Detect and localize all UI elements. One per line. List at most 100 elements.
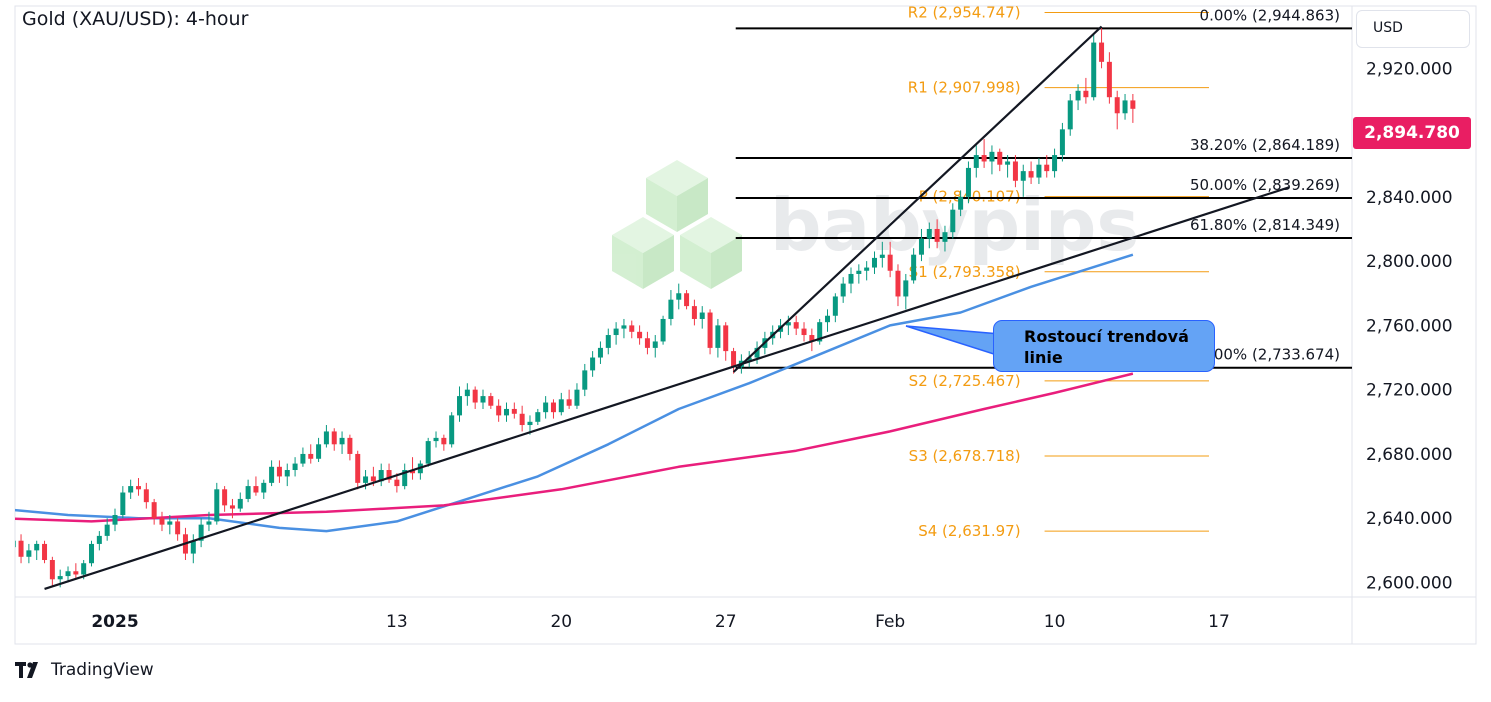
candle-body	[574, 390, 579, 406]
candles	[0, 28, 1135, 587]
candle-body	[880, 255, 885, 258]
candle-body	[1115, 97, 1120, 113]
candle-body	[684, 293, 689, 306]
candle-body	[661, 319, 666, 341]
candle-body	[520, 414, 525, 425]
candle-body	[73, 571, 78, 574]
candle-body	[700, 313, 705, 319]
time-axis-tick-label: 20	[550, 612, 572, 632]
chart-pane-border	[15, 6, 1476, 644]
candle-body	[457, 396, 462, 415]
candle-body	[606, 335, 611, 348]
time-axis-tick-label: Feb	[875, 612, 905, 632]
candle-body	[864, 268, 869, 271]
candle-body	[465, 390, 470, 396]
candle-body	[1029, 171, 1034, 177]
candle-body	[1021, 171, 1026, 181]
candle-body	[629, 325, 634, 331]
tradingview-logo[interactable]: TradingView	[15, 660, 154, 680]
candle-body	[974, 155, 979, 168]
candle-body	[324, 431, 329, 444]
candle-body	[34, 544, 39, 550]
candle-body	[340, 438, 345, 444]
candle-body	[872, 258, 877, 268]
candle-body	[637, 332, 642, 338]
candle-body	[394, 480, 399, 486]
babypips-watermark: babypips	[612, 160, 1139, 289]
candle-body	[1005, 161, 1010, 164]
candle-body	[535, 412, 540, 422]
candle-body	[434, 438, 439, 441]
candle-body	[1083, 91, 1088, 97]
currency-button[interactable]: USD	[1356, 10, 1470, 48]
candle-body	[19, 541, 24, 557]
pivot-label: S1 (2,793.358)	[909, 263, 1021, 281]
candle-body	[42, 544, 47, 560]
candle-body	[527, 422, 532, 425]
candle-body	[935, 229, 940, 242]
candle-body	[559, 399, 564, 412]
time-axis-tick-label: 17	[1208, 612, 1230, 632]
candle-body	[794, 322, 799, 328]
pivot-levels: R2 (2,954.747)R1 (2,907.998)P (2,840.107…	[908, 3, 1209, 540]
candle-body	[144, 489, 149, 502]
candle-body	[120, 493, 125, 515]
candle-body	[293, 464, 298, 470]
pivot-label: R2 (2,954.747)	[908, 3, 1021, 21]
price-axis-tick-label: 2,760.000	[1366, 316, 1453, 336]
candle-body	[723, 325, 728, 351]
candle-body	[950, 210, 955, 232]
candle-body	[473, 390, 478, 403]
candle-body	[982, 155, 987, 161]
candle-body	[81, 563, 86, 574]
candle-body	[1036, 165, 1041, 178]
candle-body	[645, 338, 650, 348]
candle-body	[598, 348, 603, 358]
candle-body	[113, 515, 118, 525]
candle-body	[58, 576, 63, 579]
candle-body	[3, 531, 8, 547]
candle-body	[1076, 91, 1081, 101]
candle-body	[26, 550, 31, 556]
price-axis-tick-label: 2,680.000	[1366, 445, 1453, 465]
candle-body	[1091, 43, 1096, 98]
current-price-badge: 2,894.780	[1353, 117, 1471, 149]
candle-body	[668, 300, 673, 319]
candle-body	[895, 271, 900, 297]
time-axis-tick-label: 2025	[91, 612, 138, 632]
time-axis-tick-label: 13	[386, 612, 408, 632]
candle-body	[371, 476, 376, 481]
candle-body	[191, 541, 196, 554]
candle-body	[504, 409, 509, 415]
pivot-label: S2 (2,725.467)	[909, 372, 1021, 390]
candle-body	[89, 544, 94, 563]
candle-body	[261, 483, 266, 493]
candle-body	[543, 403, 548, 413]
candle-body	[50, 560, 55, 579]
callout-text: Rostoucí trendová linie	[1024, 326, 1209, 368]
candle-body	[230, 505, 235, 508]
candle-body	[1060, 129, 1065, 155]
trendlines	[45, 26, 1290, 588]
candle-body	[958, 197, 963, 210]
candle-body	[903, 280, 908, 296]
candle-body	[567, 399, 572, 405]
callout-pointer	[906, 326, 1000, 356]
candle-body	[285, 470, 290, 476]
moving-average-line	[0, 255, 1133, 531]
candle-body	[614, 329, 619, 335]
candle-body	[355, 454, 360, 483]
candle-body	[692, 306, 697, 319]
tradingview-logo-icon	[15, 662, 45, 678]
candle-body	[206, 521, 211, 524]
candle-body	[653, 341, 658, 347]
candle-body	[1044, 165, 1049, 171]
candle-body	[856, 271, 861, 274]
candle-body	[167, 521, 172, 524]
trendline-callout: Rostoucí trendová linie	[993, 320, 1215, 372]
candle-body	[919, 239, 924, 255]
candle-body	[426, 441, 431, 463]
